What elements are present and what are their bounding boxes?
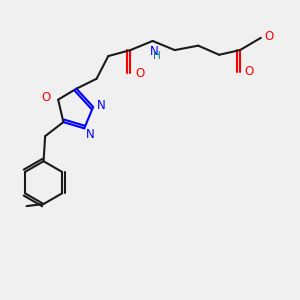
- Text: O: O: [135, 67, 144, 80]
- Text: H: H: [153, 51, 161, 61]
- Text: N: N: [97, 99, 106, 112]
- Text: N: N: [149, 45, 158, 58]
- Text: O: O: [41, 91, 50, 104]
- Text: O: O: [265, 30, 274, 43]
- Text: N: N: [85, 128, 94, 141]
- Text: O: O: [245, 65, 254, 78]
